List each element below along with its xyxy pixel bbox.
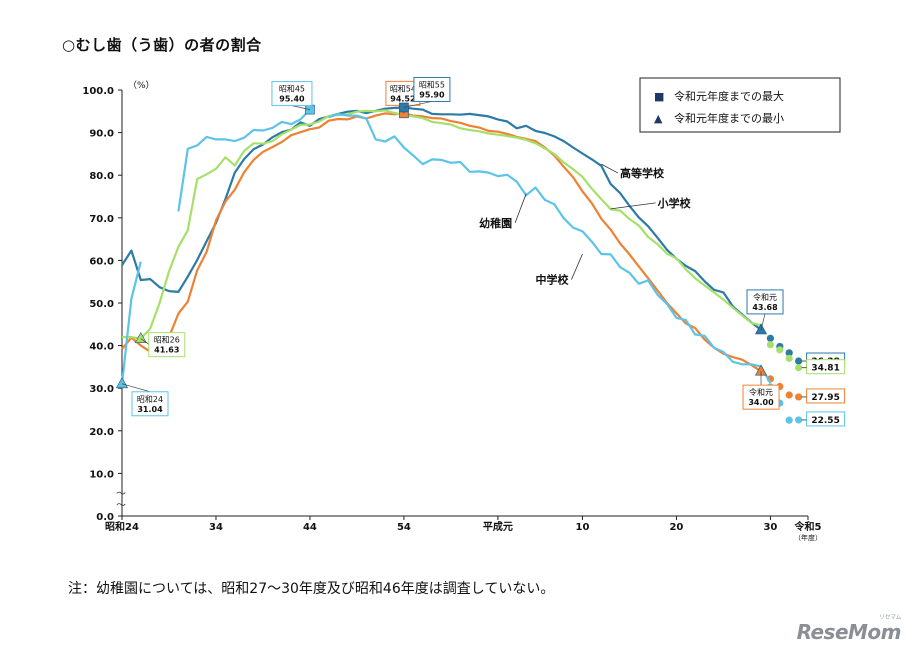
annotation-box xyxy=(742,384,780,410)
tail-point-小学校 xyxy=(795,364,803,372)
tail-point-中学校 xyxy=(785,391,793,399)
legend-symbol: ▲ xyxy=(654,112,663,125)
tail-point-高等学校 xyxy=(766,334,775,342)
annotation-value: 34.00 xyxy=(748,398,774,407)
x-tick-label: 10 xyxy=(576,522,590,533)
annotation-value: 95.90 xyxy=(419,90,445,99)
x-tick-label: 30 xyxy=(763,522,777,533)
y-tick-label: 80.0 xyxy=(89,171,114,182)
tail-point-小学校 xyxy=(776,346,784,354)
end-label-box xyxy=(806,388,846,404)
series-label-leader xyxy=(571,253,583,280)
annotation-value: 31.04 xyxy=(137,405,163,414)
logo-text: ReseMom xyxy=(796,620,902,644)
annotation-value: 41.63 xyxy=(154,346,179,355)
legend-box xyxy=(639,77,841,133)
series-line-中学校 xyxy=(121,112,762,373)
legend-label: 令和元年度までの最大 xyxy=(674,89,784,103)
resemom-logo: リセマム ReseMom xyxy=(796,614,902,644)
series-label: 小学校 xyxy=(657,196,692,210)
axis-break-mark: ～ xyxy=(116,489,126,500)
annotation-era: 昭和45 xyxy=(279,85,305,94)
legend-symbol: ■ xyxy=(654,90,664,103)
y-tick-label: 60.0 xyxy=(89,256,114,267)
series-label: 幼稚園 xyxy=(479,216,512,230)
min-marker xyxy=(115,377,129,389)
series-line-幼稚園 xyxy=(120,261,142,384)
x-tick-label: 昭和24 xyxy=(105,520,139,533)
annotation-leader xyxy=(760,313,766,331)
x-tick-label: 34 xyxy=(209,522,223,533)
series-line-高等学校 xyxy=(121,106,762,331)
tail-point-小学校 xyxy=(785,354,793,362)
annotation-box xyxy=(413,76,451,102)
end-label-box xyxy=(806,411,846,427)
annotation-box xyxy=(746,289,784,315)
dental-caries-line-chart: 100.090.080.070.060.050.040.030.020.010.… xyxy=(82,76,846,542)
tail-point-幼稚園 xyxy=(785,416,793,424)
annotation-era: 昭和54 xyxy=(390,84,416,93)
y-tick-label: 50.0 xyxy=(89,299,114,310)
annotation-value: 43.68 xyxy=(752,303,778,312)
x-tick-label: 54 xyxy=(397,522,411,533)
tail-point-高等学校 xyxy=(795,357,803,365)
x-tick-label: 平成元 xyxy=(483,520,513,533)
legend-label: 令和元年度までの最小 xyxy=(674,111,784,125)
tail-point-小学校 xyxy=(766,341,775,349)
y-tick-label: 30.0 xyxy=(89,384,114,395)
x-tick-label: 20 xyxy=(669,522,683,533)
axis-break-mark: ～ xyxy=(116,500,126,511)
end-label-value: 34.81 xyxy=(811,364,839,374)
y-tick-label: 40.0 xyxy=(89,342,114,353)
y-tick-label: 70.0 xyxy=(89,214,114,225)
x-tick-label: 44 xyxy=(303,522,317,533)
end-label-box xyxy=(806,359,846,375)
x-tick-label: 令和5 xyxy=(794,520,822,533)
series-label-leader xyxy=(610,202,656,210)
y-tick-label: 100.0 xyxy=(82,86,114,97)
logo-subtext: リセマム xyxy=(878,614,902,621)
annotation-leader xyxy=(121,383,151,393)
annotation-era: 昭和24 xyxy=(137,395,163,404)
y-tick-label: 90.0 xyxy=(89,129,114,140)
y-axis-unit: （%） xyxy=(128,80,155,91)
annotation-leader xyxy=(291,105,311,110)
annotation-era: 昭和26 xyxy=(154,336,180,345)
annotation-box xyxy=(131,391,169,417)
y-tick-label: 10.0 xyxy=(89,469,114,480)
series-label-leader xyxy=(601,163,619,174)
tail-point-中学校 xyxy=(795,393,803,401)
series-label-leader xyxy=(514,193,527,224)
annotation-value: 94.52 xyxy=(390,94,415,103)
x-axis-unit: （年度） xyxy=(794,533,822,542)
y-tick-label: 0.0 xyxy=(96,512,114,523)
chart-title: ○むし歯（う歯）の者の割合 xyxy=(62,36,262,54)
annotation-box xyxy=(148,332,186,358)
annotation-era: 昭和55 xyxy=(419,80,445,89)
annotation-era: 令和元 xyxy=(753,292,777,302)
series-label: 高等学校 xyxy=(620,166,665,180)
tail-point-幼稚園 xyxy=(795,416,803,424)
tail-point-高等学校 xyxy=(785,349,793,357)
series-line-幼稚園 xyxy=(328,112,772,384)
series-label: 中学校 xyxy=(535,273,569,287)
series-line-幼稚園 xyxy=(177,108,311,212)
end-label-value: 22.55 xyxy=(811,416,839,426)
annotation-box xyxy=(271,81,313,107)
end-label-value: 27.95 xyxy=(811,393,839,403)
annotation-era: 令和元 xyxy=(749,387,773,397)
series-line-小学校 xyxy=(122,109,762,340)
y-tick-label: 20.0 xyxy=(89,427,114,438)
annotation-leader xyxy=(403,101,432,108)
annotation-value: 95.40 xyxy=(279,95,305,104)
footnote: 注：幼稚園については、昭和27～30年度及び昭和46年度は調査していない。 xyxy=(68,581,555,597)
